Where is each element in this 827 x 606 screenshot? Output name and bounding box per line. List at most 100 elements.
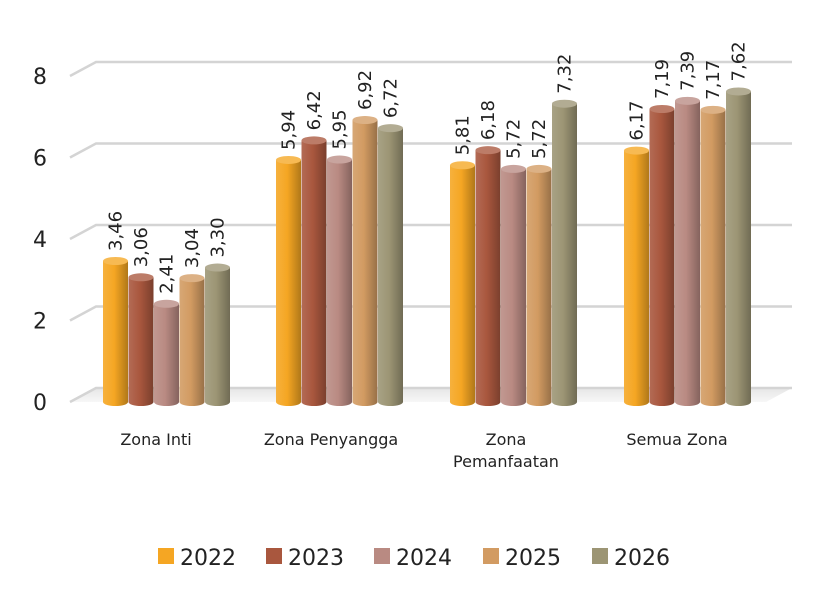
data-label: 3,46: [106, 211, 127, 251]
bar: [475, 146, 501, 406]
bar: [154, 299, 179, 406]
data-label: 7,17: [703, 60, 724, 100]
data-label: 5,94: [279, 110, 300, 150]
bar-body: [301, 140, 327, 406]
data-label: 6,18: [478, 100, 499, 140]
bar: [450, 161, 475, 406]
data-label: 6,92: [355, 70, 376, 110]
y-axis: 0 2 4 6 8: [33, 65, 47, 416]
bar-body: [378, 128, 403, 406]
bar-top: [128, 273, 154, 282]
legend-label: 2023: [288, 546, 344, 571]
bar-body: [501, 168, 526, 406]
category-label: Zona: [486, 430, 527, 449]
bar-body: [154, 303, 179, 406]
y-tick-label: 8: [33, 65, 47, 90]
data-label: 5,72: [529, 119, 550, 159]
legend-label: 2022: [180, 546, 236, 571]
bar-top: [552, 99, 577, 108]
bar: [552, 99, 577, 407]
bar: [526, 164, 552, 406]
data-labels: 3,46 3,062,413,04 3,30 5,94 6,42 5,956,92 6,72…: [106, 41, 750, 293]
data-label: 7,19: [652, 59, 673, 99]
bar-top: [352, 116, 378, 125]
bar-body: [128, 277, 154, 406]
bar: [276, 155, 301, 406]
bar-top: [103, 257, 128, 266]
bar: [624, 146, 649, 406]
bar: [327, 155, 352, 406]
bar-body: [327, 159, 352, 406]
data-label: 5,95: [330, 109, 351, 149]
legend-swatch: [158, 548, 174, 564]
bar-top: [501, 164, 526, 173]
bar-body: [103, 261, 128, 406]
legend-label: 2024: [396, 546, 452, 571]
gridline: [69, 60, 792, 78]
bar-body: [179, 278, 205, 406]
bar-top: [726, 87, 751, 96]
bar: [128, 273, 154, 406]
y-tick-label: 2: [33, 310, 47, 335]
bar-top: [154, 299, 179, 308]
legend: 2022 2023 2024 2025 2026: [158, 546, 670, 571]
bar-top: [276, 155, 301, 164]
bar-top: [675, 96, 700, 105]
data-label: 5,81: [453, 115, 474, 155]
bar: [700, 105, 726, 406]
y-tick-label: 4: [33, 228, 47, 253]
bar: [726, 87, 751, 407]
bar: [205, 263, 230, 406]
data-label: 6,17: [627, 100, 648, 140]
data-label: 3,04: [182, 228, 203, 268]
bar-body: [675, 100, 700, 407]
bar-top: [301, 136, 327, 145]
legend-label: 2025: [505, 546, 561, 571]
bar-body: [450, 165, 475, 406]
category-label: Pemanfaatan: [453, 452, 559, 471]
bar-top: [624, 146, 649, 155]
bar: [649, 105, 675, 406]
bar-body: [700, 109, 726, 406]
bar-top: [649, 105, 675, 114]
bar: [378, 124, 403, 406]
legend-swatch: [592, 548, 608, 564]
y-tick-label: 0: [33, 391, 47, 416]
bar: [675, 96, 700, 407]
bar: [179, 274, 205, 406]
bar-top: [327, 155, 352, 164]
bar: [103, 257, 128, 406]
bar-body: [475, 150, 501, 406]
legend-swatch: [374, 548, 390, 564]
bar: [301, 136, 327, 406]
bar-body: [205, 267, 230, 406]
x-axis: Zona Inti Zona Penyangga Zona Pemanfaatan Se…: [120, 430, 727, 471]
category-label: Zona Inti: [120, 430, 191, 449]
data-label: 3,30: [208, 217, 229, 257]
data-label: 7,32: [555, 54, 576, 94]
bar-body: [526, 168, 552, 406]
bar: [352, 116, 378, 406]
legend-swatch: [266, 548, 282, 564]
bar-body: [552, 103, 577, 407]
category-label: Semua Zona: [626, 430, 727, 449]
y-tick-label: 6: [33, 147, 47, 172]
data-label: 6,72: [381, 78, 402, 118]
data-label: 6,42: [304, 90, 325, 130]
bar-top: [700, 105, 726, 114]
bar-body: [726, 91, 751, 407]
bar-body: [649, 109, 675, 406]
legend-swatch: [483, 548, 499, 564]
data-label: 7,62: [729, 41, 750, 81]
bar: [501, 164, 526, 406]
bar-body: [352, 120, 378, 406]
bar-body: [624, 150, 649, 406]
chart-floor: [70, 388, 792, 402]
bar-top: [526, 164, 552, 173]
data-label: 3,06: [131, 227, 152, 267]
bar-top: [378, 124, 403, 133]
bar-top: [450, 161, 475, 170]
data-label: 2,41: [157, 254, 178, 294]
bar-top: [179, 274, 205, 283]
